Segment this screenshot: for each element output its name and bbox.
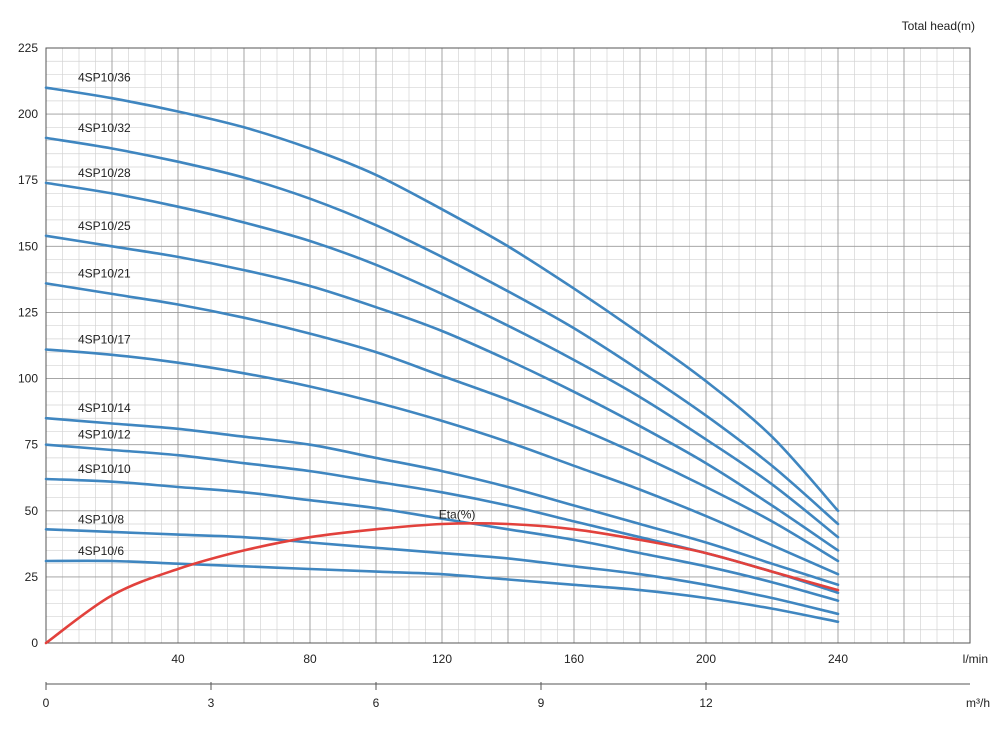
series-line-4sp10-32 xyxy=(44,136,840,526)
x-tick-label: 160 xyxy=(564,652,584,666)
series-label: 4SP10/14 xyxy=(78,401,131,415)
series-label: 4SP10/21 xyxy=(78,266,131,280)
x2-tick-label: 0 xyxy=(43,696,50,710)
series-line-4sp10-36 xyxy=(44,86,840,513)
y-tick-label: 225 xyxy=(18,41,38,55)
x2-tick-label: 6 xyxy=(373,696,380,710)
major-grid xyxy=(45,47,971,644)
y-tick-label: 150 xyxy=(18,239,38,253)
y-tick-label: 125 xyxy=(18,305,38,319)
y-tick-label: 75 xyxy=(25,438,39,452)
x-tick-label: 40 xyxy=(171,652,185,666)
curve-labels: 4SP10/36 4SP10/32 4SP10/28 4SP10/25 4SP10/21… xyxy=(78,71,475,558)
x-axis-unit-lmin: l/min xyxy=(963,652,988,666)
series-label: 4SP10/6 xyxy=(78,544,124,558)
y-axis-title: Total head(m) xyxy=(902,19,975,33)
series-line-4sp10-14 xyxy=(44,416,840,587)
series-label: 4SP10/12 xyxy=(78,428,131,442)
series-line-4sp10-8 xyxy=(44,528,840,616)
y-tick-label: 25 xyxy=(25,570,39,584)
y-tick-label: 50 xyxy=(25,504,39,518)
plot-border xyxy=(45,47,971,644)
efficiency-label: Eta(%) xyxy=(439,507,476,521)
series-label: 4SP10/17 xyxy=(78,332,131,346)
series-label: 4SP10/28 xyxy=(78,166,131,180)
series-line-4sp10-10 xyxy=(44,477,840,602)
series-label: 4SP10/25 xyxy=(78,219,131,233)
y-tick-label: 175 xyxy=(18,173,38,187)
x-tick-label: 80 xyxy=(303,652,317,666)
x-axis-unit-m3h: m³/h xyxy=(966,696,990,710)
y-tick-label: 0 xyxy=(31,636,38,650)
x2-tick-label: 12 xyxy=(699,696,713,710)
x2-tick-label: 9 xyxy=(538,696,545,710)
efficiency-curve-group xyxy=(44,522,840,645)
y-tick-label: 200 xyxy=(18,107,38,121)
series-label: 4SP10/36 xyxy=(78,71,131,85)
series-line-4sp10-6 xyxy=(44,559,840,624)
series-label: 4SP10/8 xyxy=(78,512,124,526)
series-line-4sp10-17 xyxy=(44,348,840,576)
series-line-4sp10-25 xyxy=(44,234,840,552)
x-tick-label: 120 xyxy=(432,652,452,666)
x2-tick-label: 3 xyxy=(208,696,215,710)
series-label: 4SP10/10 xyxy=(78,462,131,476)
series-line-4sp10-21 xyxy=(44,282,840,563)
x-tick-label: 240 xyxy=(828,652,848,666)
x-tick-label: 200 xyxy=(696,652,716,666)
efficiency-line xyxy=(44,522,840,645)
y-tick-label: 100 xyxy=(18,372,38,386)
series-line-4sp10-28 xyxy=(44,181,840,539)
series-label: 4SP10/32 xyxy=(78,121,131,135)
